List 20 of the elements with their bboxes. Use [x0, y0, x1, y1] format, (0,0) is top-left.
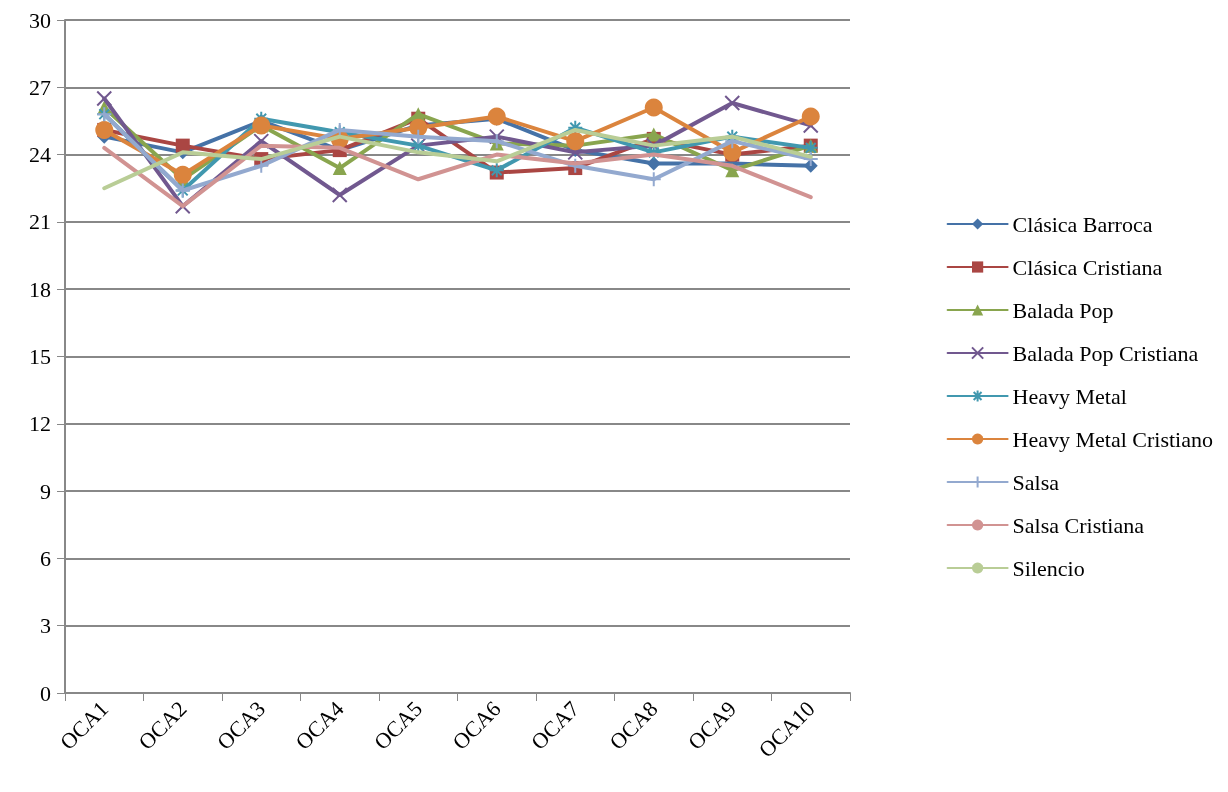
- y-tick-label: 12: [29, 411, 51, 437]
- y-tick-label: 27: [29, 74, 51, 100]
- y-tick-label: 3: [40, 613, 51, 639]
- y-tick-label: 18: [29, 276, 51, 302]
- legend-label: Heavy Metal Cristiano: [1012, 426, 1214, 452]
- legend-label: Salsa Cristiana: [1012, 512, 1145, 538]
- legend-label: Clásica Cristiana: [1012, 254, 1163, 280]
- y-tick-label: 9: [40, 478, 51, 504]
- y-tick-label: 24: [29, 142, 51, 168]
- legend-label: Balada Pop: [1012, 297, 1114, 323]
- y-tick-label: 6: [40, 545, 51, 571]
- legend-label: Heavy Metal: [1012, 383, 1127, 409]
- y-tick-label: 0: [40, 680, 51, 706]
- y-tick-label: 15: [29, 344, 51, 369]
- legend-label: Salsa: [1012, 469, 1060, 495]
- legend-label: Clásica Barroca: [1012, 211, 1153, 237]
- legend-label: Silencio: [1012, 555, 1085, 581]
- legend-label: Balada Pop Cristiana: [1012, 340, 1199, 366]
- y-tick-label: 21: [29, 209, 51, 235]
- y-tick-label: 30: [29, 7, 51, 33]
